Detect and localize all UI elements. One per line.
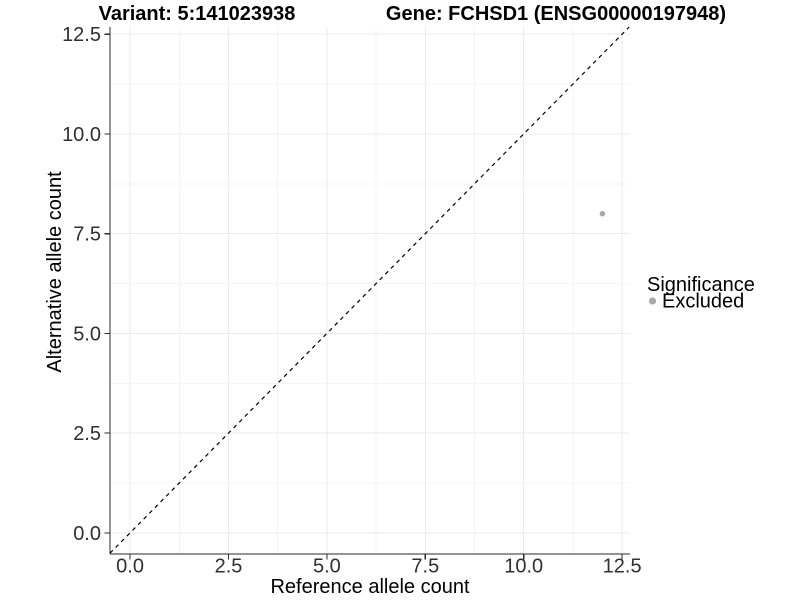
y-axis-title: Alternative allele count [44, 171, 66, 373]
x-tick-label: 0.0 [116, 556, 144, 578]
x-tick-label: 10.0 [504, 556, 543, 578]
x-tick-label: 5.0 [313, 556, 341, 578]
x-tick-label: 2.5 [215, 556, 243, 578]
x-axis-title: Reference allele count [270, 576, 469, 598]
y-tick-label: 0.0 [73, 523, 101, 545]
y-tick-label: 2.5 [73, 423, 101, 445]
y-tick-label: 5.0 [73, 323, 101, 345]
identity-line [109, 26, 630, 554]
y-tick-label: 10.0 [62, 124, 101, 146]
legend-title: Significance [647, 274, 755, 296]
data-point [599, 210, 606, 217]
legend-entry-label: Excluded [662, 291, 744, 313]
legend-layer: Excluded [648, 291, 744, 313]
grid-layer [110, 27, 630, 554]
plot-title-variant: Variant: 5:141023938 [99, 3, 296, 25]
data-layer [109, 26, 630, 554]
plot-title-gene: Gene: FCHSD1 (ENSG00000197948) [386, 3, 726, 25]
y-tick-label: 7.5 [73, 224, 101, 246]
x-tick-label: 7.5 [411, 556, 439, 578]
x-tick-label: 12.5 [603, 556, 642, 578]
y-tick-label: 12.5 [62, 24, 101, 46]
legend-key-dot [648, 297, 657, 305]
axis-layer: 0.0 2.5 5.0 7.5 10.0 12.5 0.0 2.5 5.0 7.5 10.0 12.5 [62, 24, 642, 577]
